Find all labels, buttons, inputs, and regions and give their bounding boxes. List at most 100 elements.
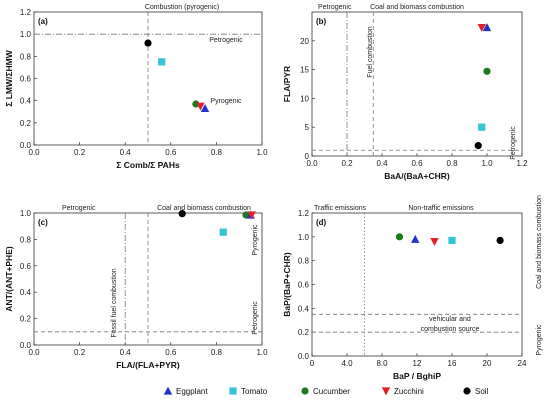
panel-title: Coal and biomass combustion xyxy=(370,4,464,11)
x-tick-label: 0 xyxy=(310,359,315,368)
x-tick-label: 8.0 xyxy=(376,359,388,368)
x-tick-label: 0.8 xyxy=(211,348,223,357)
y-axis-label: Σ LMW/ΣHMW xyxy=(4,49,14,106)
x-axis-label: Σ Comb/Σ PAHs xyxy=(116,160,180,170)
x-tick-label: 0.2 xyxy=(74,148,86,157)
point-tomato xyxy=(478,123,486,131)
point-cucumber xyxy=(395,233,404,241)
point-eggplant xyxy=(482,23,492,32)
legend-marker-zucchini xyxy=(381,387,391,396)
plot-frame xyxy=(311,212,523,357)
x-tick-label: 4.0 xyxy=(341,359,353,368)
annotation-label: Petrogenic xyxy=(209,37,243,44)
point-zucchini xyxy=(477,23,486,32)
y-tick-label: 0.6 xyxy=(20,75,32,84)
x-tick-label: 0.2 xyxy=(74,348,86,357)
y-tick-label: 0.0 xyxy=(20,341,32,350)
point-tomato xyxy=(219,228,227,236)
point-eggplant xyxy=(411,234,420,243)
y-tick-label: 0.4 xyxy=(298,304,310,313)
x-tick-label: 24 xyxy=(518,359,527,368)
legend-marker-eggplant xyxy=(163,386,173,395)
y-tick-label: 20 xyxy=(300,37,309,46)
chart-panel-4: 0 4.0 8.0 12 16 20 24 0.0 0.2 0.4 0.6 0.8 1.0 1.2 (d) N… xyxy=(282,195,543,381)
legend: Eggplant Tomato Cucumber Zucchini Soil xyxy=(163,386,489,396)
annotation-label: combustion source xyxy=(421,326,480,333)
y-tick-label: 0.6 xyxy=(20,262,32,271)
y-tick-label: 0.2 xyxy=(20,119,32,128)
legend-label: Cucumber xyxy=(313,387,350,396)
legend-label: Soil xyxy=(475,387,489,396)
y-axis-label: FLA/PYR xyxy=(282,66,292,102)
legend-item-eggplant: Eggplant xyxy=(163,386,208,396)
y-tick-label: 0.2 xyxy=(20,315,32,324)
y-tick-label: 0.4 xyxy=(20,288,32,297)
annotation-label: Pyrogenic xyxy=(210,98,242,105)
annotation-label: vehicular and xyxy=(429,316,471,323)
annotation-label: Traffic emissions xyxy=(314,205,367,212)
y-tick-label: 1.2 xyxy=(298,209,310,218)
x-tick-label: 0.0 xyxy=(28,148,40,157)
annotation-label: Petrogenic xyxy=(510,126,517,160)
y-tick-label: 0.8 xyxy=(298,257,310,266)
y-tick-label: 1.2 xyxy=(20,8,32,17)
x-tick-label: 1.0 xyxy=(481,159,493,168)
chart-panel-1: 0.0 0.2 0.4 0.6 0.8 1.0 0.0 0.2 0.4 0.6 0.8 1.0 1.2 (… xyxy=(4,4,268,170)
y-tick-label: 1.0 xyxy=(20,209,32,218)
legend-item-soil: Soil xyxy=(463,387,489,396)
x-tick-label: 1.0 xyxy=(256,148,268,157)
x-tick-label: 0.8 xyxy=(446,159,458,168)
point-soil xyxy=(144,39,152,47)
legend-label: Tomato xyxy=(241,387,268,396)
legend-marker-soil xyxy=(463,387,471,395)
annotation-label: Pyrogenic xyxy=(536,324,543,356)
point-zucchini xyxy=(196,102,205,111)
annotation-label: Petrogenic xyxy=(62,205,96,212)
y-tick-label: 0 xyxy=(305,152,310,161)
plot-frame xyxy=(311,11,523,157)
y-tick-label: 15 xyxy=(300,66,309,75)
legend-item-zucchini: Zucchini xyxy=(381,387,424,396)
x-tick-label: 1.0 xyxy=(256,348,268,357)
y-tick-label: 1.0 xyxy=(20,30,32,39)
y-axis-label: ANT/(ANT+PHE) xyxy=(4,246,14,312)
x-tick-label: 0.8 xyxy=(211,148,223,157)
panel-letter: (a) xyxy=(38,17,48,26)
point-tomato xyxy=(158,58,166,66)
x-tick-label: 0.0 xyxy=(306,159,318,168)
y-axis-label: BaP/(BaP+CHR) xyxy=(282,252,292,317)
annotation-label: Petrogenic xyxy=(318,4,352,11)
y-tick-label: 1.0 xyxy=(298,233,310,242)
x-tick-label: 0.4 xyxy=(120,148,132,157)
legend-label: Eggplant xyxy=(176,387,208,396)
annotation-label: Fuel combustion xyxy=(367,26,374,77)
x-tick-label: 0.2 xyxy=(341,159,353,168)
panel-letter: (b) xyxy=(316,17,327,26)
panel-title: Non-traffic emissions xyxy=(408,205,474,212)
point-cucumber xyxy=(192,100,200,108)
panel-letter: (d) xyxy=(316,218,327,227)
panel-letter: (c) xyxy=(38,218,48,227)
x-tick-label: 12 xyxy=(413,359,422,368)
y-tick-label: 0.8 xyxy=(20,235,32,244)
legend-item-tomato: Tomato xyxy=(229,387,268,396)
x-tick-label: 0.0 xyxy=(28,348,40,357)
y-tick-label: 10 xyxy=(300,94,309,103)
x-tick-label: 0.4 xyxy=(120,348,132,357)
legend-marker-tomato xyxy=(229,387,237,395)
annotation-label: Coal and biomass combustion xyxy=(536,195,543,289)
x-tick-label: 0.6 xyxy=(165,348,177,357)
x-tick-label: 0.4 xyxy=(376,159,388,168)
legend-label: Zucchini xyxy=(394,387,424,396)
y-tick-label: 0.0 xyxy=(298,352,310,361)
legend-marker-cucumber xyxy=(301,387,309,395)
x-tick-label: 16 xyxy=(448,359,457,368)
legend-item-cucumber: Cucumber xyxy=(301,387,350,396)
y-tick-label: 0.2 xyxy=(298,328,310,337)
y-tick-label: 0.6 xyxy=(298,281,310,290)
y-tick-label: 5 xyxy=(305,123,310,132)
point-eggplant xyxy=(200,104,210,113)
point-soil xyxy=(178,210,186,218)
panel-title: Combustion (pyrogenic) xyxy=(145,4,219,11)
